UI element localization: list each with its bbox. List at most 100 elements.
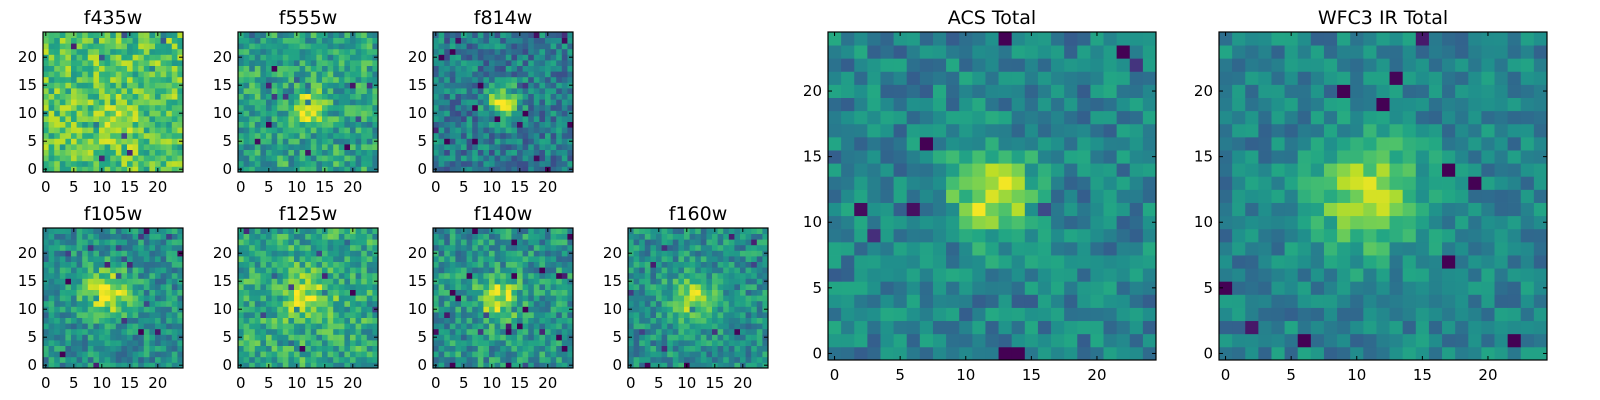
heatmap-cell <box>322 300 328 307</box>
heatmap-cell <box>533 300 540 307</box>
heatmap-cell <box>433 144 439 150</box>
heatmap-cell <box>489 250 495 257</box>
heatmap-cell <box>539 149 546 156</box>
heatmap-cell <box>327 110 334 117</box>
heatmap-cell <box>528 317 535 324</box>
heatmap-cell <box>322 82 328 89</box>
heatmap-cell <box>260 144 267 150</box>
heatmap-cell <box>522 289 529 296</box>
heatmap-cell <box>528 76 535 83</box>
heatmap-cell <box>734 328 741 335</box>
heatmap-cell <box>121 160 128 167</box>
heatmap-cell <box>65 82 72 89</box>
heatmap-cell <box>550 43 557 50</box>
heatmap-cell <box>505 144 512 150</box>
heatmap-cell <box>672 345 679 352</box>
heatmap-cell <box>127 160 133 167</box>
heatmap-cell <box>322 233 328 240</box>
heatmap-cell <box>143 334 150 341</box>
heatmap-cell <box>500 328 507 335</box>
heatmap-cell <box>678 284 685 290</box>
heatmap-cell <box>282 160 289 167</box>
heatmap-cell <box>449 233 456 240</box>
heatmap-cell <box>1142 333 1157 348</box>
heatmap-cell <box>249 54 256 61</box>
heatmap-cell <box>249 295 256 302</box>
heatmap-cell <box>104 116 111 122</box>
heatmap-cell <box>528 228 535 234</box>
heatmap-cell <box>528 116 535 122</box>
x-tick-label: 15 <box>120 178 139 196</box>
heatmap-cell <box>893 189 908 203</box>
heatmap-cell <box>338 37 345 44</box>
heatmap-cell <box>561 233 568 240</box>
heatmap-cell <box>466 261 473 268</box>
heatmap-cell <box>99 88 105 94</box>
heatmap-cell <box>127 155 133 162</box>
heatmap-cell <box>59 239 66 246</box>
heatmap-cell <box>477 132 484 139</box>
heatmap-cell <box>689 256 696 262</box>
heatmap-cell <box>177 160 184 167</box>
heatmap-cell <box>472 110 479 117</box>
heatmap-cell <box>533 323 540 330</box>
heatmap-cell <box>277 345 284 352</box>
heatmap-cell <box>171 93 178 100</box>
heatmap-cell <box>477 261 484 268</box>
heatmap-cell <box>461 116 467 122</box>
heatmap-cell <box>489 99 495 106</box>
heatmap-cell <box>93 317 100 324</box>
heatmap-cell <box>712 300 718 307</box>
heatmap-cell <box>500 239 507 246</box>
heatmap-cell <box>477 160 484 167</box>
heatmap-cell <box>65 54 72 61</box>
heatmap-cell <box>59 267 66 274</box>
heatmap-cell <box>160 345 167 352</box>
heatmap-cell <box>1024 176 1039 190</box>
heatmap-cell <box>160 65 167 72</box>
heatmap-cell <box>305 32 312 38</box>
heatmap-cell <box>539 267 546 274</box>
heatmap-cell <box>155 317 161 324</box>
heatmap-cell <box>444 278 451 285</box>
heatmap-cell <box>271 233 278 240</box>
heatmap-cell <box>372 116 379 122</box>
heatmap-cell <box>946 320 960 335</box>
heatmap-cell <box>567 99 574 106</box>
heatmap-cell <box>505 334 512 341</box>
heatmap-cell <box>110 116 117 122</box>
y-tick-label: 15 <box>213 76 232 94</box>
heatmap-cell <box>466 99 473 106</box>
heatmap-cell <box>327 233 334 240</box>
heatmap-cell <box>455 104 462 111</box>
heatmap-cell <box>1064 281 1078 295</box>
heatmap-cell <box>483 306 490 313</box>
heatmap-cell <box>505 261 512 268</box>
heatmap-cell <box>751 328 758 335</box>
heatmap-cell <box>505 256 512 262</box>
heatmap-cell <box>350 239 356 246</box>
heatmap-cell <box>466 149 473 156</box>
heatmap-cell <box>121 76 128 83</box>
heatmap-cell <box>76 228 83 234</box>
heatmap-cell <box>712 328 718 335</box>
heatmap-cell <box>533 345 540 352</box>
heatmap-cell <box>138 37 145 44</box>
heatmap-cell <box>511 328 518 335</box>
heatmap-cell <box>706 289 713 296</box>
heatmap-cell <box>700 334 707 341</box>
heatmap-cell <box>734 233 741 240</box>
heatmap-cell <box>138 345 145 352</box>
heatmap-cell <box>327 267 334 274</box>
heatmap-cell <box>494 60 501 66</box>
heatmap-cell <box>249 138 256 145</box>
heatmap-cell <box>444 160 451 167</box>
heatmap-cell <box>355 138 362 145</box>
heatmap-cell <box>545 356 551 363</box>
heatmap-cell <box>87 317 94 324</box>
heatmap-cell <box>115 48 122 55</box>
heatmap-cell <box>338 328 345 335</box>
heatmap-cell <box>449 272 456 279</box>
heatmap-cell <box>333 233 340 240</box>
heatmap-cell <box>288 323 295 330</box>
